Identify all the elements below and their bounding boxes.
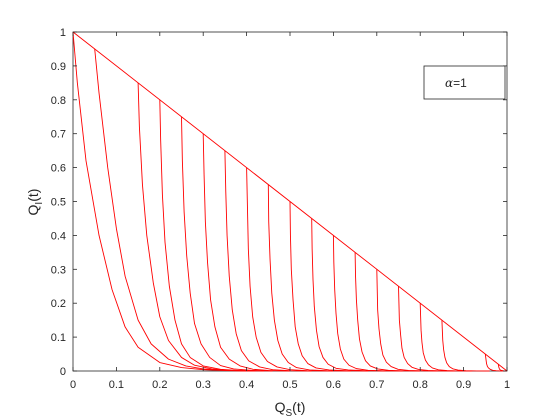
trajectory-curve-19 [497,364,508,372]
trajectory-curve-7 [224,150,312,372]
y-axis-label-sub: I [34,202,45,205]
legend-box [423,65,506,100]
y-axis-label-suffix: (t) [25,189,41,202]
y-tick-label: 0.4 [51,230,66,242]
x-axis-label-main: Q [275,399,286,415]
y-tick-label: 0.3 [51,264,66,276]
trajectory-curve-15 [398,286,455,372]
y-tick-label: 0.6 [51,163,66,175]
trajectory-curve-12 [332,235,403,372]
y-tick-label: 0.9 [51,61,66,73]
x-tick-label: 1 [504,379,510,391]
y-tick-label: 0 [60,366,66,378]
y-tick-label: 0.2 [51,298,66,310]
y-tick-label: 0.8 [51,95,66,107]
curve-group [72,31,508,372]
y-axis-label-main: Q [25,204,41,215]
trajectory-curve-5 [181,116,273,372]
trajectory-curve-11 [311,218,386,372]
y-tick-label: 0.1 [51,332,66,344]
trajectory-curve-9 [267,184,351,372]
y-axis-label: QI(t) [25,189,45,216]
legend-symbol: α [445,76,453,90]
x-tick-label: 0.7 [369,379,384,391]
x-tick-label: 0.9 [456,379,471,391]
legend-entry: α=1 [445,76,467,90]
x-tick-label: 0.3 [196,379,211,391]
x-tick-label: 0.6 [326,379,341,391]
legend: α=1 [423,65,506,100]
trajectory-curve-4 [159,99,264,372]
trajectory-curve-2 [94,48,256,372]
tick-group: 0 0.1 0.2 0.3 0.4 0.5 0.6 0.7 0.8 0.9 1 0 0.1 0.2 0.3 0… [51,27,510,391]
trajectory-curve-13 [354,252,421,372]
x-axis-label-sub: S [286,408,293,419]
trajectory-curve-10 [289,201,369,372]
trajectory-curve-6 [202,133,291,372]
trajectory-curve-14 [376,269,438,372]
y-tick-label: 1 [60,27,66,39]
x-tick-label: 0.2 [152,379,167,391]
y-tick-label: 0.7 [51,129,66,141]
trajectory-curve-18 [484,353,508,372]
x-tick-label: 0.8 [413,379,428,391]
trajectory-curve-17 [441,320,490,372]
x-tick-label: 0.5 [282,379,297,391]
trajectory-curve-3 [137,82,256,372]
trajectory-curve-1 [72,31,247,372]
x-tick-label: 0.4 [239,379,254,391]
x-tick-label: 0.1 [109,379,124,391]
legend-text: =1 [453,76,467,90]
x-axis-label-suffix: (t) [292,399,305,415]
y-tick-label: 0.5 [51,197,66,209]
x-tick-label: 0 [70,379,76,391]
trajectory-curve-16 [419,303,473,372]
trajectory-curve-8 [246,167,334,372]
x-axis-label: QS(t) [275,399,306,419]
